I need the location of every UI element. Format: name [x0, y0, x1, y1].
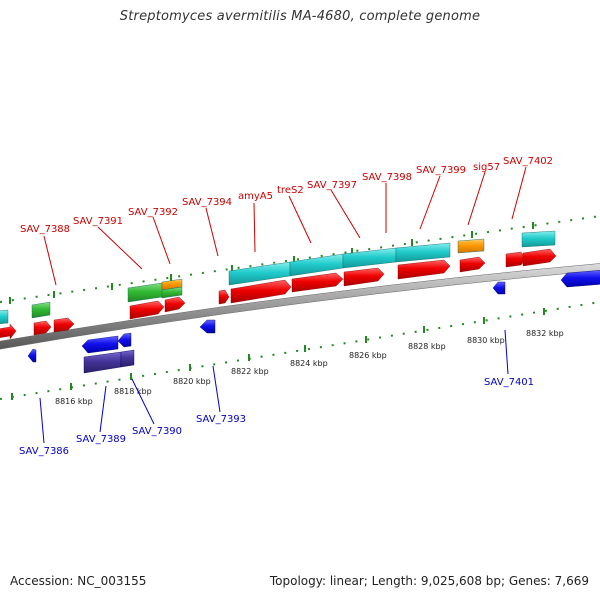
gene-arrow[interactable]	[117, 332, 132, 348]
forward-major-ticks	[9, 222, 534, 304]
gene-arrow[interactable]	[343, 267, 385, 287]
gene-label[interactable]: SAV_7394	[182, 197, 232, 208]
gene-label[interactable]: SAV_7399	[416, 165, 466, 176]
reverse-genes	[27, 270, 600, 374]
gene-arrow[interactable]	[230, 279, 292, 304]
gene-block[interactable]	[0, 309, 9, 325]
gene-label[interactable]: SAV_7402	[503, 156, 553, 167]
scale-label: 8828 kbp	[408, 342, 446, 351]
gene-arrow[interactable]	[0, 323, 17, 340]
reverse-leader-lines	[39, 329, 509, 444]
gene-arrow[interactable]	[81, 335, 119, 354]
gene-block[interactable]	[521, 230, 556, 248]
gene-arrow[interactable]	[199, 319, 216, 334]
gene-arrow[interactable]	[27, 348, 37, 363]
gene-arrow[interactable]	[560, 270, 600, 288]
gene-block[interactable]	[342, 247, 397, 269]
gene-arrow[interactable]	[33, 320, 52, 336]
gene-block[interactable]	[395, 242, 451, 263]
gene-arrow[interactable]	[459, 256, 486, 273]
gene-label[interactable]: SAV_7393	[196, 414, 246, 425]
gene-block[interactable]	[161, 286, 183, 299]
gene-arrow[interactable]	[522, 248, 557, 267]
scale-labels: 8816 kbp 8818 kbp 8820 kbp 8822 kbp 8824…	[55, 329, 564, 406]
forward-labels: SAV_7388 SAV_7391 SAV_7392 SAV_7394 amyA…	[20, 156, 553, 235]
gene-block[interactable]	[83, 351, 122, 374]
scale-label: 8820 kbp	[173, 377, 211, 386]
scale-label: 8832 kbp	[526, 329, 564, 338]
gene-label[interactable]: amyA5	[238, 191, 273, 202]
gene-label[interactable]: SAV_7397	[307, 180, 357, 191]
forward-tick-row	[0, 215, 600, 303]
gene-arrow[interactable]	[53, 317, 75, 333]
scale-label: 8818 kbp	[114, 387, 152, 396]
gene-arrow[interactable]	[218, 289, 230, 305]
gene-label[interactable]: SAV_7389	[76, 434, 126, 445]
forward-leader-lines	[43, 166, 527, 286]
reverse-labels: SAV_7386 SAV_7389 SAV_7390 SAV_7393 SAV_…	[19, 377, 534, 457]
gene-block[interactable]	[289, 253, 344, 277]
gene-label[interactable]: SAV_7398	[362, 172, 412, 183]
gene-block[interactable]	[457, 238, 485, 254]
gene-label[interactable]: SAV_7392	[128, 207, 178, 218]
genome-backbone	[0, 263, 600, 350]
forward-genes-row1	[0, 248, 557, 340]
scale-label: 8830 kbp	[467, 336, 505, 345]
gene-arrow[interactable]	[397, 259, 451, 280]
gene-arrow[interactable]	[492, 281, 506, 295]
gene-block[interactable]	[127, 282, 163, 303]
scale-label: 8816 kbp	[55, 397, 93, 406]
accession-text: Accession: NC_003155	[10, 574, 147, 588]
topology-text: Topology: linear; Length: 9,025,608 bp; …	[269, 574, 589, 588]
reverse-major-ticks	[11, 308, 545, 400]
forward-genes-row2	[0, 230, 556, 325]
gene-block[interactable]	[31, 301, 51, 319]
scale-label: 8824 kbp	[290, 359, 328, 368]
gene-label[interactable]: treS2	[277, 185, 304, 196]
gene-label[interactable]: SAV_7386	[19, 446, 69, 457]
map-title: Streptomyces avermitilis MA-4680, comple…	[119, 9, 481, 24]
gene-label[interactable]: SAV_7390	[132, 426, 182, 437]
gene-arrow[interactable]	[164, 296, 186, 313]
gene-arrow[interactable]	[129, 300, 165, 320]
scale-label: 8826 kbp	[349, 351, 387, 360]
gene-label[interactable]: SAV_7388	[20, 224, 70, 235]
scale-label: 8822 kbp	[231, 367, 269, 376]
gene-arrow[interactable]	[291, 272, 344, 293]
gene-block[interactable]	[120, 349, 135, 368]
gene-label[interactable]: sig57	[473, 162, 500, 173]
gene-label[interactable]: SAV_7391	[73, 216, 123, 227]
gene-label[interactable]: SAV_7401	[484, 377, 534, 388]
